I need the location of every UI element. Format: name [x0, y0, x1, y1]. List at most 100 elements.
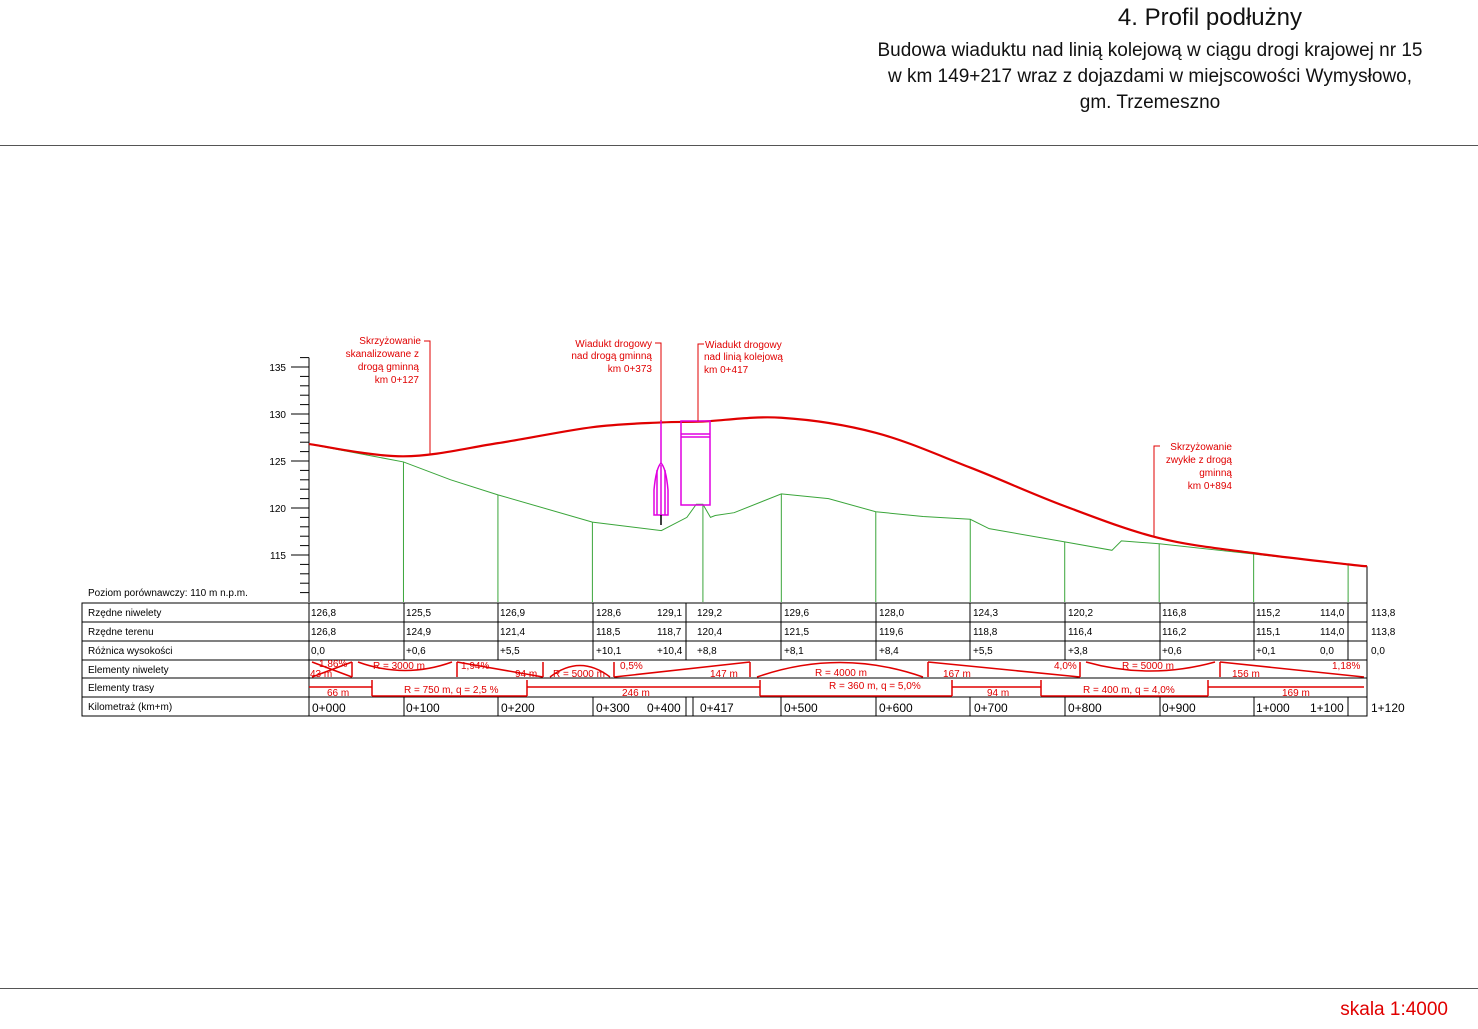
table-cell-value: 113,8: [1371, 627, 1396, 638]
row-label: Rzędne terenu: [88, 627, 154, 638]
table-cell-value: +0,6: [1162, 646, 1182, 657]
route-label: R = 750 m, q = 2,5 %: [404, 685, 499, 696]
table-cell-value: 0+900: [1162, 701, 1196, 715]
table-cell-value: 120,2: [1068, 608, 1093, 619]
annotation-viaduct-road: km 0+373: [608, 364, 653, 375]
table-cell-value: 118,8: [973, 627, 998, 638]
table-cell-value: 124,9: [406, 627, 431, 638]
grade-elements-graphics: [311, 661, 1365, 678]
table-cell-value: 115,2: [1256, 608, 1281, 619]
table-cell-value: 124,3: [973, 608, 998, 619]
viaduct-road-pier: [653, 420, 669, 525]
grade-label: R = 3000 m: [373, 661, 425, 672]
terrain-line: [308, 443, 1368, 567]
table-cell-value: 0+400: [647, 701, 681, 715]
table-cell-value: +5,5: [973, 646, 993, 657]
grade-label: R = 5000 m: [553, 669, 605, 680]
axis-tick-label: 115: [270, 551, 286, 562]
table-cell-value: 0+700: [974, 701, 1008, 715]
table-cell-value: 129,6: [784, 608, 809, 619]
route-label: R = 400 m, q = 4,0%: [1083, 685, 1175, 696]
table-cell-value: 113,8: [1371, 608, 1396, 619]
footer-divider: [0, 988, 1478, 989]
reference-level-label: Poziom porównawczy: 110 m n.p.m.: [88, 588, 248, 599]
grade-label: R = 4000 m: [815, 668, 867, 679]
route-label: 66 m: [327, 688, 349, 699]
table-cell-value: 129,2: [697, 608, 722, 619]
route-elements-graphics: [309, 680, 1364, 697]
grade-label: 1,94%: [461, 661, 489, 672]
grade-label: 0,5%: [620, 661, 643, 672]
table-cell-value: 126,8: [311, 627, 336, 638]
table-cell-value: 119,6: [879, 627, 904, 638]
grade-label: 1,18%: [1332, 661, 1360, 672]
table-cell-value: +10,4: [657, 646, 683, 657]
table-cell-value: 0+800: [1068, 701, 1102, 715]
table-cell-value: 120,4: [697, 627, 722, 638]
annotation-crossing-1: km 0+127: [375, 375, 420, 386]
table-cell-value: 129,1: [657, 608, 682, 619]
table-station-lines: [403, 566, 1368, 716]
table-cell-value: 121,5: [784, 627, 809, 638]
annotation-crossing-1: skanalizowane z: [346, 349, 419, 360]
table-cell-value: 128,0: [879, 608, 904, 619]
table-cell-value: 0+417: [700, 701, 734, 715]
table-cell-value: 0+000: [312, 701, 346, 715]
axis-tick-label: 135: [269, 363, 286, 374]
table-cell-value: 0,0: [311, 646, 325, 657]
table-cell-value: 0,0: [1371, 646, 1385, 657]
grade-label: 147 m: [710, 669, 738, 680]
table-cell-value: +10,1: [596, 646, 622, 657]
annotation-viaduct-rail: km 0+417: [704, 365, 749, 376]
table-cell-value: 116,4: [1068, 627, 1093, 638]
axis-tick-label: 125: [269, 457, 286, 468]
elevation-axis: [291, 357, 310, 602]
table-cell-value: 116,2: [1162, 627, 1187, 638]
grade-label: 1,86%: [319, 659, 347, 670]
scale-label: skala 1:4000: [1340, 999, 1448, 1020]
table-cell-value: 121,4: [500, 627, 525, 638]
annotation-crossing-2: gminną: [1199, 468, 1232, 479]
table-cell-value: 1+100: [1310, 701, 1344, 715]
row-label: Rzędne niwelety: [88, 608, 161, 619]
table-cell-value: 118,7: [657, 627, 682, 638]
row-label: Elementy niwelety: [88, 665, 169, 676]
annotation-crossing-2: km 0+894: [1188, 481, 1233, 492]
table-cell-value: 125,5: [406, 608, 431, 619]
annotation-viaduct-rail: nad linią kolejową: [704, 352, 783, 363]
table-cell-value: 126,8: [311, 608, 336, 619]
annotation-crossing-2: Skrzyżowanie: [1170, 442, 1232, 453]
table-cell-value: 118,5: [596, 627, 621, 638]
header-divider: [0, 145, 1478, 146]
table-cell-value: 1+120: [1371, 701, 1405, 715]
subtitle-line: w km 149+217 wraz z dojazdami w miejscow…: [887, 66, 1413, 87]
table-cell-value: +3,8: [1068, 646, 1088, 657]
table-cell-value: 0+100: [406, 701, 440, 715]
row-label: Elementy trasy: [88, 683, 154, 694]
table-cell-value: +0,6: [406, 646, 426, 657]
viaduct-rail-span: [680, 420, 711, 506]
table-cell-value: 128,6: [596, 608, 621, 619]
grade-line: [308, 416, 1368, 568]
route-label: 169 m: [1282, 688, 1310, 699]
table-cell-value: 115,1: [1256, 627, 1281, 638]
route-label: R = 360 m, q = 5,0%: [829, 681, 921, 692]
document-title: 4. Profil podłużny: [1117, 4, 1302, 31]
grade-label: 156 m: [1232, 669, 1260, 680]
table-cell-value: +5,5: [500, 646, 520, 657]
grade-label: 167 m: [943, 669, 971, 680]
table-cell-value: 114,0: [1320, 608, 1345, 619]
table-cell-value: 0,0: [1320, 646, 1334, 657]
grade-label: R = 5000 m: [1122, 661, 1174, 672]
route-label: 94 m: [987, 688, 1009, 699]
grade-label: 43 m: [310, 669, 332, 680]
table-cell-value: 0+500: [784, 701, 818, 715]
table-cell-value: 116,8: [1162, 608, 1187, 619]
table-cell-value: +8,4: [879, 646, 899, 657]
table-cell-value: +8,1: [784, 646, 804, 657]
annotation-viaduct-road: nad drogą gminną: [571, 351, 652, 362]
table-cell-value: 114,0: [1320, 627, 1345, 638]
grade-label: 94 m: [515, 669, 537, 680]
table-cell-value: 126,9: [500, 608, 525, 619]
table-cell-value: 1+000: [1256, 701, 1290, 715]
